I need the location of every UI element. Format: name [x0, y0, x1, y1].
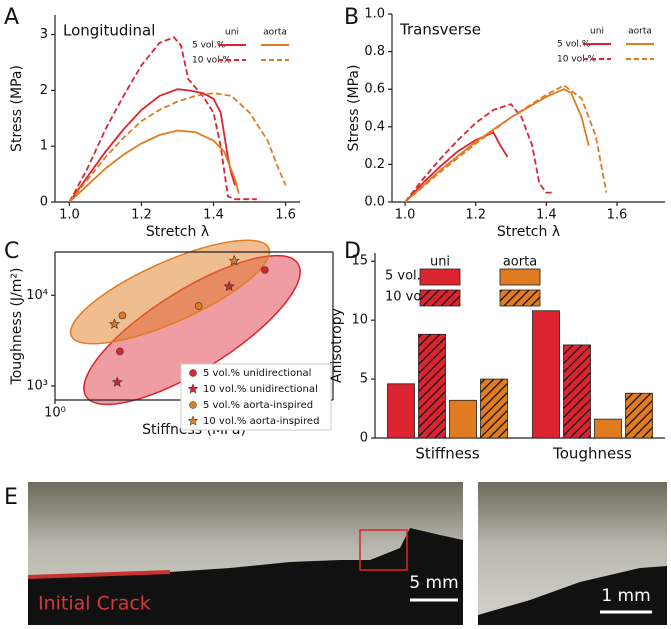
y-tick-label: 2	[40, 83, 48, 98]
legend-label: 5 vol.% aorta-inspired	[203, 400, 313, 411]
y-axis-label: Stress (MPa)	[9, 65, 25, 152]
legend-header: aorta	[503, 255, 537, 270]
legend-marker	[187, 415, 199, 426]
point	[116, 347, 124, 356]
y-tick-label: 5	[360, 372, 368, 387]
x-tick-label: 1.4	[536, 208, 557, 223]
series-line	[68, 129, 240, 203]
legend-header: uni	[225, 28, 239, 38]
scale-label: 1 mm	[601, 586, 650, 606]
bar	[418, 333, 446, 439]
y-tick-label: 0.8	[364, 44, 385, 59]
point	[194, 302, 203, 310]
series-line	[404, 131, 509, 203]
legend-swatch	[419, 268, 461, 286]
point	[223, 280, 235, 292]
panel-label: A	[4, 5, 19, 30]
point	[111, 376, 123, 387]
legend-label: 10 vol.%	[557, 55, 597, 65]
point	[108, 318, 120, 329]
x-tick-label: Stiffness	[415, 445, 479, 463]
y-tick-label: 10³	[26, 378, 48, 393]
bar	[449, 399, 477, 439]
series-line	[404, 88, 590, 203]
y-tick-label: 10⁴	[26, 288, 48, 303]
y-tick-label: 15	[351, 254, 368, 269]
series-line	[68, 88, 236, 203]
panel-label: D	[344, 239, 361, 264]
panel-label: B	[344, 5, 359, 30]
x-axis-label: Stretch λ	[497, 224, 560, 240]
legend-marker	[189, 401, 197, 409]
series-line	[404, 103, 554, 203]
bar	[563, 344, 591, 439]
panel-label: C	[4, 239, 19, 264]
bar	[480, 378, 508, 439]
photo-dark	[478, 566, 667, 625]
series-line	[404, 84, 608, 203]
zoom-box	[359, 529, 408, 571]
scale-label: 5 mm	[409, 573, 458, 593]
legend-header: aorta	[263, 28, 287, 38]
point	[261, 266, 269, 274]
y-tick-label: 0	[360, 431, 368, 446]
x-tick-label: Toughness	[552, 445, 632, 463]
legend-label: 10 vol.% aorta-inspired	[203, 416, 319, 427]
legend-label: 5 vol.%	[192, 41, 226, 51]
photo-dark	[28, 528, 463, 625]
crack-line	[27, 570, 171, 579]
x-tick-label: 1.4	[203, 208, 224, 223]
x-tick-label: 1.0	[395, 208, 416, 223]
y-axis-label: Toughness (J/m²)	[9, 268, 25, 386]
x-tick-label: 1.2	[131, 208, 152, 223]
panel-label: E	[4, 485, 18, 510]
legend-box	[180, 363, 332, 431]
x-tick-label: 1.0	[59, 208, 80, 223]
bar	[625, 392, 653, 439]
y-tick-label: 0.4	[364, 119, 385, 134]
bar	[387, 383, 415, 439]
legend-label: 10 vol.% unidirectional	[203, 384, 318, 395]
legend-header: uni	[590, 27, 604, 37]
bar	[594, 418, 622, 439]
legend-label: 10 vol.%	[192, 56, 232, 66]
y-tick-label: 3	[40, 27, 48, 42]
point	[228, 255, 240, 266]
y-axis-label: Stress (MPa)	[346, 65, 362, 152]
legend-swatch	[419, 289, 461, 307]
legend-marker	[187, 383, 199, 394]
y-tick-label: 1.0	[364, 7, 385, 22]
x-tick-label: 1.6	[607, 208, 628, 223]
crack-label: Initial Crack	[38, 593, 151, 615]
legend-header: aorta	[628, 27, 652, 37]
x-tick-label: 1.2	[465, 208, 486, 223]
point	[118, 311, 127, 320]
legend-swatch	[499, 268, 541, 286]
series-line	[68, 92, 287, 203]
x-tick-label: 1.6	[275, 208, 296, 223]
legend-header: uni	[430, 255, 450, 270]
chart-title: Transverse	[399, 21, 481, 39]
x-axis-label: Stretch λ	[146, 224, 209, 240]
legend-marker	[189, 369, 197, 377]
y-tick-label: 0.0	[364, 195, 385, 210]
y-tick-label: 10	[351, 313, 368, 328]
y-axis-label: Anisotropy	[329, 308, 345, 383]
y-tick-label: 0.6	[364, 82, 385, 97]
bar	[532, 310, 560, 439]
y-tick-label: 0	[40, 195, 48, 210]
y-tick-label: 1	[40, 139, 48, 154]
series-line	[68, 36, 257, 203]
legend-label: 5 vol.%	[557, 40, 591, 50]
y-tick-label: 0.2	[364, 157, 385, 172]
legend-swatch	[499, 289, 541, 307]
chart-title: Longitudinal	[63, 22, 155, 40]
legend-label: 5 vol.% unidirectional	[203, 368, 311, 379]
x-tick-label: 10⁰	[44, 406, 66, 421]
